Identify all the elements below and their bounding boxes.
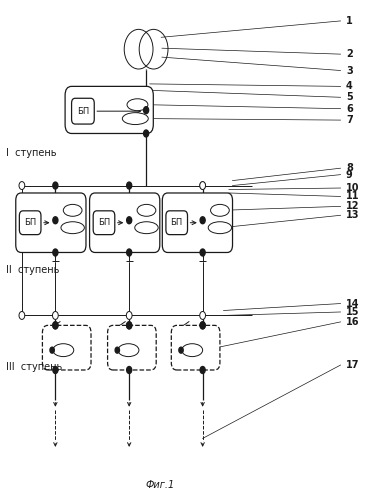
Circle shape <box>200 312 205 320</box>
Text: 2: 2 <box>346 49 353 59</box>
Circle shape <box>115 347 119 353</box>
Circle shape <box>143 106 149 114</box>
Text: 13: 13 <box>346 210 360 220</box>
Text: II  ступень: II ступень <box>6 265 59 275</box>
Ellipse shape <box>182 344 203 356</box>
Text: Фиг.1: Фиг.1 <box>146 480 175 490</box>
Text: БП: БП <box>77 106 89 116</box>
Ellipse shape <box>127 99 148 110</box>
FancyBboxPatch shape <box>72 98 94 124</box>
Text: I: I <box>144 208 146 214</box>
Text: III  ступень: III ступень <box>6 362 62 372</box>
Ellipse shape <box>63 204 82 216</box>
Circle shape <box>53 182 58 189</box>
Circle shape <box>200 182 205 189</box>
Circle shape <box>53 249 58 256</box>
Ellipse shape <box>61 222 84 234</box>
Circle shape <box>200 322 205 329</box>
Text: 3: 3 <box>346 66 353 76</box>
Circle shape <box>127 182 132 189</box>
Text: 9: 9 <box>346 170 353 179</box>
Circle shape <box>53 322 58 329</box>
Text: I: I <box>218 208 220 214</box>
Text: 17: 17 <box>346 360 360 370</box>
Text: 14: 14 <box>346 298 360 308</box>
Ellipse shape <box>137 204 156 216</box>
Circle shape <box>53 312 58 320</box>
FancyBboxPatch shape <box>16 193 86 252</box>
Text: 10: 10 <box>346 183 360 193</box>
FancyBboxPatch shape <box>65 86 153 134</box>
Text: 8: 8 <box>346 163 353 173</box>
Text: 1: 1 <box>346 16 353 26</box>
Circle shape <box>19 182 25 190</box>
Text: W(p): W(p) <box>65 225 80 230</box>
Ellipse shape <box>208 222 232 234</box>
Text: I: I <box>135 100 137 109</box>
Text: 4: 4 <box>346 82 353 92</box>
FancyBboxPatch shape <box>89 193 160 252</box>
FancyBboxPatch shape <box>19 211 41 234</box>
Circle shape <box>143 130 149 137</box>
Circle shape <box>53 322 58 329</box>
Text: 15: 15 <box>346 307 360 317</box>
Ellipse shape <box>122 112 148 124</box>
Text: I  ступень: I ступень <box>6 148 56 158</box>
FancyBboxPatch shape <box>162 193 233 252</box>
Text: 6: 6 <box>346 104 353 114</box>
Circle shape <box>19 312 25 320</box>
FancyBboxPatch shape <box>42 326 91 370</box>
Text: W(p): W(p) <box>127 116 144 122</box>
Ellipse shape <box>53 344 74 356</box>
Circle shape <box>50 347 54 353</box>
FancyBboxPatch shape <box>166 211 188 234</box>
Text: 16: 16 <box>346 317 360 327</box>
Circle shape <box>126 312 132 320</box>
Text: БП: БП <box>170 218 183 227</box>
Circle shape <box>200 322 205 329</box>
Text: W(p): W(p) <box>212 225 227 230</box>
Text: 12: 12 <box>346 202 360 211</box>
Text: I: I <box>190 347 192 353</box>
Circle shape <box>200 366 205 374</box>
Circle shape <box>127 322 132 329</box>
Text: БП: БП <box>24 218 36 227</box>
Circle shape <box>200 182 205 190</box>
Text: 5: 5 <box>346 92 353 102</box>
Text: I: I <box>70 208 73 214</box>
Circle shape <box>53 217 58 224</box>
Circle shape <box>179 347 183 353</box>
Text: 11: 11 <box>346 192 360 202</box>
Circle shape <box>200 217 205 224</box>
Circle shape <box>53 366 58 374</box>
Ellipse shape <box>118 344 139 356</box>
Ellipse shape <box>211 204 229 216</box>
Text: 7: 7 <box>346 115 353 125</box>
Text: W(p): W(p) <box>139 225 154 230</box>
Text: I: I <box>61 347 63 353</box>
FancyBboxPatch shape <box>108 326 156 370</box>
Text: I: I <box>126 347 128 353</box>
Circle shape <box>127 322 132 329</box>
Text: БП: БП <box>98 218 110 227</box>
Ellipse shape <box>135 222 158 234</box>
FancyBboxPatch shape <box>93 211 115 234</box>
Circle shape <box>127 249 132 256</box>
Circle shape <box>127 366 132 374</box>
FancyBboxPatch shape <box>171 326 220 370</box>
Circle shape <box>127 217 132 224</box>
Circle shape <box>200 249 205 256</box>
